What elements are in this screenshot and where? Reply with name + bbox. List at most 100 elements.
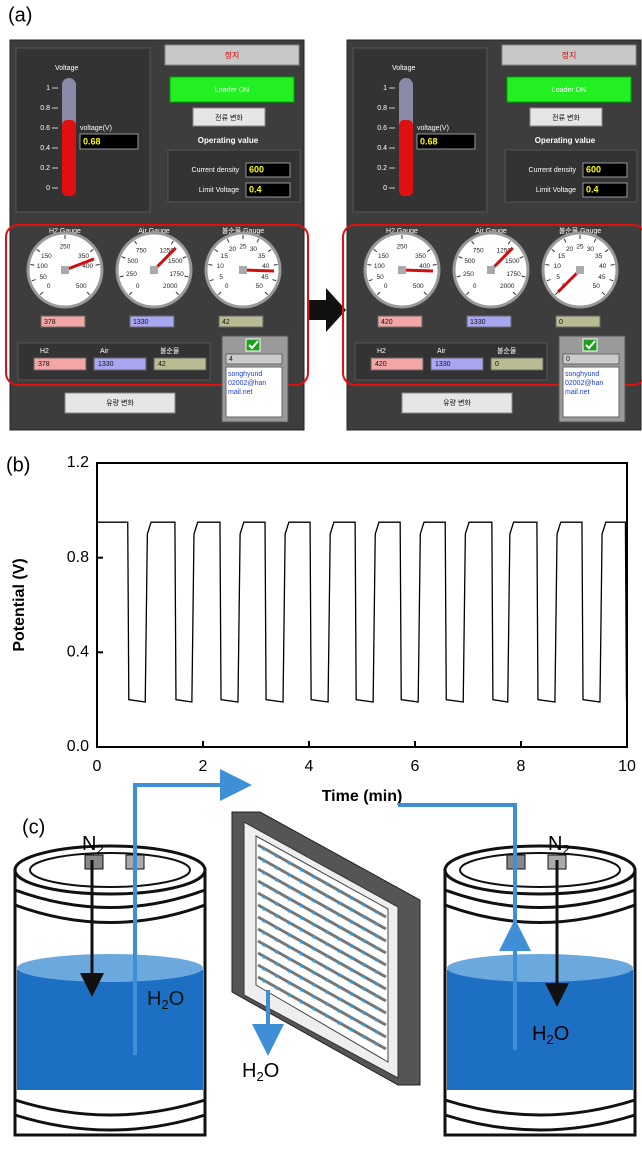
gauge-tick-label: 30 (587, 246, 595, 253)
dot (312, 935, 316, 939)
dot (349, 1016, 354, 1020)
stop-button[interactable] (164, 44, 300, 66)
gauge-tick (30, 264, 35, 266)
dot (337, 913, 341, 917)
thermometer-tick-label: 0.8 (40, 105, 50, 112)
gauge-tick (521, 275, 526, 278)
dot (287, 993, 291, 997)
gauge-tick-label: 250 (60, 244, 71, 251)
panel-label: (c) (22, 816, 45, 838)
gauge-tick-label: 150 (378, 253, 389, 260)
dot (287, 933, 291, 937)
dot (274, 902, 279, 906)
gauge-tick (217, 291, 222, 296)
gauge-display-value: 420 (381, 319, 393, 326)
flow-change-button[interactable] (401, 392, 513, 414)
pipe (133, 769, 252, 1055)
gauge-tick-label: 30 (250, 246, 258, 253)
input-field[interactable] (490, 357, 544, 371)
gauge-tick (546, 279, 551, 282)
dot (312, 971, 316, 975)
gauge-tick (267, 249, 272, 253)
loader-status (506, 76, 632, 103)
dot (262, 895, 266, 899)
dot (349, 992, 354, 996)
tank (13, 844, 207, 1137)
gauge-tick (95, 264, 100, 266)
gauge-display (466, 315, 512, 328)
field-label: Limit Voltage (536, 187, 576, 194)
dot (299, 952, 304, 956)
gauge-needle (242, 268, 275, 273)
check-mark (585, 340, 596, 350)
stop-button-label: 정지 (562, 50, 577, 60)
dot (374, 946, 379, 950)
y-tick-label: 0.0 (67, 738, 89, 755)
gauge-tick-label: 25 (576, 244, 584, 251)
gauge-tick (609, 279, 614, 282)
current-change-button[interactable] (192, 107, 266, 127)
label: H2O (532, 1023, 569, 1047)
y-tick-label: 1.2 (67, 454, 89, 471)
dot (374, 982, 379, 986)
loader-status (169, 76, 295, 103)
current-change-button[interactable] (529, 107, 603, 127)
dot (274, 854, 279, 858)
label: N2 (82, 833, 104, 857)
gauge-tick-label: 750 (473, 248, 484, 255)
input-label: Air (100, 348, 109, 355)
gauge-tick-label: 400 (419, 263, 430, 270)
dot (262, 907, 266, 911)
email-line: songhyund (228, 371, 262, 378)
input-field[interactable] (370, 357, 424, 371)
dot (337, 997, 341, 1001)
dot (337, 925, 341, 929)
gauge-tick (86, 291, 91, 296)
x-tick-label: 6 (411, 758, 420, 775)
dot (337, 937, 341, 941)
dot (324, 1002, 329, 1006)
input-field[interactable] (93, 357, 147, 371)
input-label: Air (437, 348, 446, 355)
stop-button[interactable] (501, 44, 637, 66)
dot (312, 1007, 316, 1011)
dot (374, 1030, 379, 1034)
field-value: 0.4 (249, 184, 262, 194)
dot (274, 962, 279, 966)
dot (349, 920, 354, 924)
gauge-tick-label: 0 (473, 283, 477, 290)
gauge-title: 불순물 Gauge (222, 226, 264, 235)
dot (312, 959, 316, 963)
input-field[interactable] (153, 357, 207, 371)
gauge-tick (373, 249, 378, 253)
input-value: 378 (38, 361, 50, 368)
gauge-display (218, 315, 264, 328)
dot (349, 1028, 354, 1032)
dot (324, 930, 329, 934)
field (582, 182, 628, 198)
voltage-box (15, 47, 151, 213)
gauge-tick-label: 35 (258, 253, 266, 260)
gauge-tick-label: 45 (261, 274, 269, 281)
gauge-tick (519, 256, 524, 259)
dot (362, 1035, 366, 1039)
dot (362, 999, 366, 1003)
gauge-tick-label: 0 (136, 283, 140, 290)
x-tick-label: 2 (199, 758, 208, 775)
input-field[interactable] (430, 357, 484, 371)
gauge-tick-label: 350 (415, 253, 426, 260)
gauge-tick-label: 5 (219, 274, 223, 281)
input-field[interactable] (33, 357, 87, 371)
label: N2 (548, 833, 570, 857)
gauge-tick (610, 264, 615, 266)
gauge-tick (89, 249, 94, 253)
gauge-title: H2 Gauge (49, 228, 81, 235)
gauge-tick-label: 100 (374, 263, 385, 270)
gauge-tick (368, 279, 373, 282)
gauge-tick-label: 50 (593, 283, 601, 290)
dot (287, 861, 291, 865)
gauge-tick-label: 750 (136, 248, 147, 255)
dot (262, 919, 266, 923)
flow-change-button[interactable] (64, 392, 176, 414)
gauge-tick-label: 50 (40, 274, 48, 281)
